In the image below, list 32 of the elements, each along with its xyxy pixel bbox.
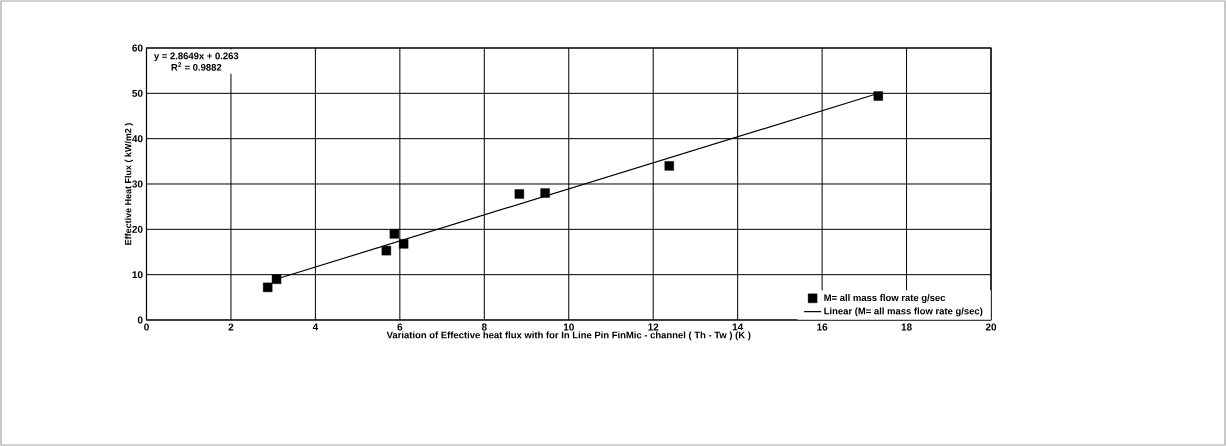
y-tick-label: 30 [132,180,143,188]
point [381,245,392,256]
annotation: y = 2.8649x + 0.263 [154,52,239,62]
point [873,91,883,101]
x-tick-label: 6 [397,323,403,331]
legend-label: M= all mass flow rate g/sec [824,294,946,303]
x-tick-label: 12 [648,323,659,331]
x-axis-title: Variation of Effective heat flux with for In Line Pin FinMic - channel ( Th - Tw ) (K ) [386,331,751,341]
point [540,188,550,198]
point [514,189,525,199]
y-tick-label: 20 [132,225,143,233]
x-tick-label: 8 [481,323,487,331]
point [664,161,674,171]
x-tick-label: 2 [228,323,234,331]
legend-label: Linear (M= all mass flow rate g/sec) [824,307,983,317]
y-tick-label: 10 [132,271,143,279]
annotation: R$^{2}$ = 0.9882 [171,62,222,71]
y-tick-label: 0 [137,316,143,324]
y-tick-label: 40 [132,135,143,143]
point [398,239,409,249]
x-tick-label: 14 [732,323,744,331]
x-tick-label: 0 [144,323,149,331]
point [271,274,282,284]
x-tick-label: 18 [901,323,912,331]
point [389,229,400,239]
point [262,282,273,293]
x-tick-label: 10 [563,323,574,331]
y-tick-label: 50 [132,89,143,97]
y-tick-label: 60 [132,44,143,52]
x-tick-label: 4 [312,323,319,331]
x-tick-label: 16 [817,323,828,331]
x-tick-label: 20 [985,323,997,331]
